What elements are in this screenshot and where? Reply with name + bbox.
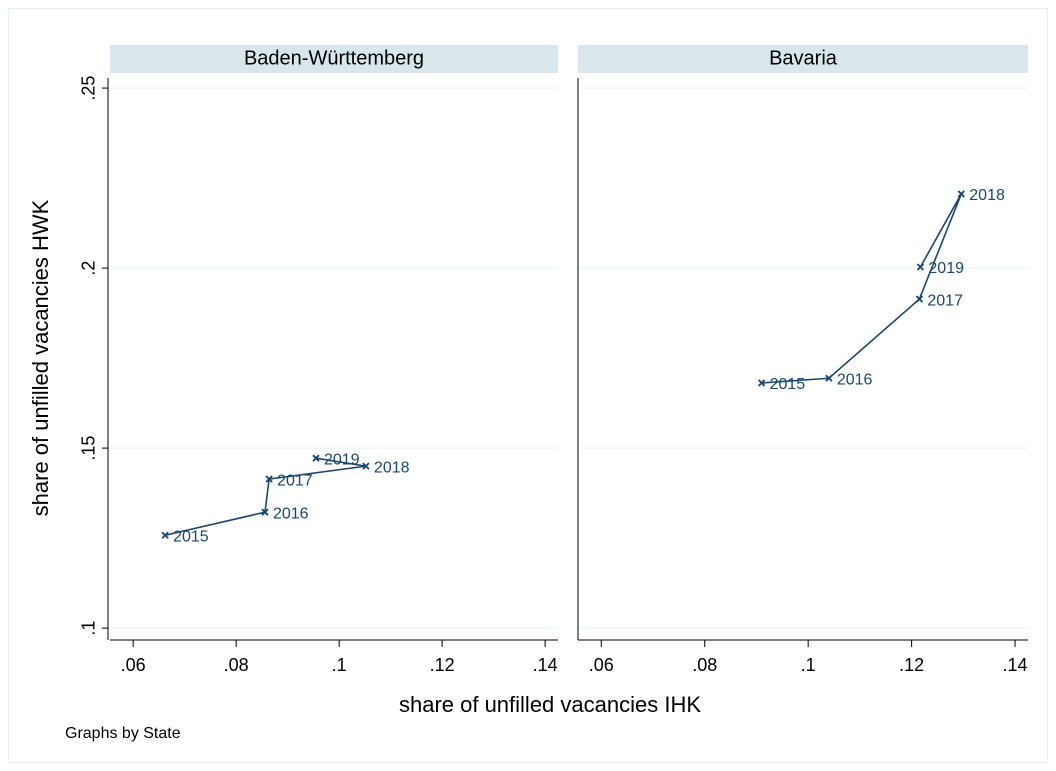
point-label: 2017: [277, 472, 313, 489]
x-tick-label: .08: [692, 655, 717, 675]
marker: [362, 462, 370, 470]
x-tick-label: .1: [332, 655, 347, 675]
point-label: 2016: [273, 505, 309, 522]
x-tick-label: .1: [801, 655, 816, 675]
x-tick-label: .08: [224, 655, 249, 675]
marker: [825, 374, 833, 382]
note: Graphs by State: [65, 725, 181, 742]
marker: [915, 295, 924, 303]
point-label: 2015: [770, 376, 806, 393]
marker: [957, 190, 965, 198]
x-axis-label: share of unfilled vacancies IHK: [399, 692, 701, 717]
x-tick-label: .14: [533, 655, 558, 675]
point-label: 2018: [969, 187, 1005, 204]
point-label: 2015: [173, 528, 209, 545]
graph-region: [8, 8, 1048, 763]
marker: [261, 508, 269, 516]
panel-header: [110, 45, 558, 73]
marker: [916, 263, 925, 271]
x-tick-label: .06: [121, 655, 146, 675]
point-label: 2019: [324, 451, 360, 468]
marker: [265, 475, 273, 483]
panel-header: [578, 45, 1028, 73]
y-tick-label: .1: [79, 621, 99, 636]
marker: [161, 531, 169, 539]
y-tick-label: .15: [79, 436, 99, 461]
x-tick-label: .06: [589, 655, 614, 675]
panel-title: Baden-Württemberg: [244, 47, 424, 69]
marker: [312, 454, 320, 462]
x-tick-label: .12: [899, 655, 924, 675]
point-label: 2017: [927, 292, 963, 309]
y-tick-label: .25: [79, 76, 99, 101]
marker: [757, 379, 766, 387]
panel-title: Bavaria: [769, 47, 838, 69]
point-label: 2016: [837, 371, 873, 388]
y-tick-label: .2: [79, 261, 99, 276]
y-axis-label: share of unfilled vacancies HWK: [28, 199, 53, 516]
point-label: 2019: [928, 260, 964, 277]
x-tick-label: .14: [1003, 655, 1028, 675]
point-label: 2018: [374, 459, 410, 476]
x-tick-label: .12: [430, 655, 455, 675]
